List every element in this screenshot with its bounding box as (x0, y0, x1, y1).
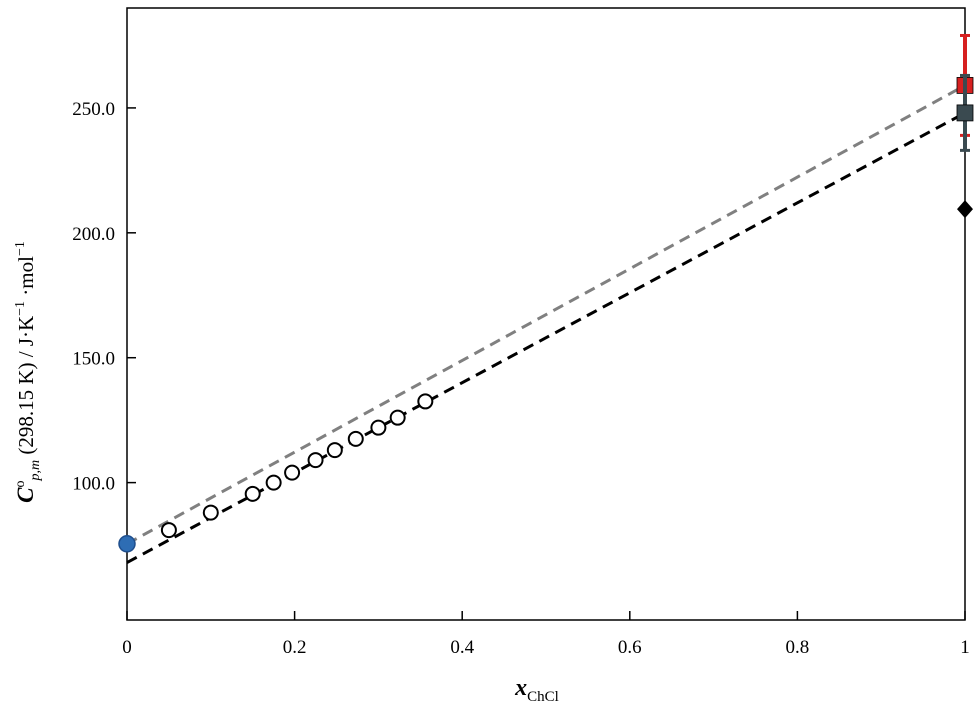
y-axis: 100.0 150.0 200.0 250.0 (72, 99, 136, 495)
x-tick-label: 0.2 (283, 637, 307, 658)
data-point (347, 430, 364, 447)
data-point (244, 485, 261, 502)
fit-lines (126, 84, 966, 564)
plot-frame (126, 7, 966, 621)
x-tick-label: 0.6 (618, 637, 642, 658)
data-point (417, 393, 434, 410)
data-point (307, 452, 324, 469)
data-markers (118, 33, 974, 553)
x-tick-label: 0.4 (450, 637, 474, 658)
y-tick-label: 100.0 (72, 474, 115, 495)
data-point (202, 504, 219, 521)
y-tick-label: 150.0 (72, 349, 115, 370)
y-axis-title-exp2: −1 (13, 241, 28, 256)
x-axis-title-main: x (514, 675, 527, 701)
y-tick-label: 250.0 (72, 99, 115, 120)
y-axis-title-sub: p,m (28, 460, 43, 482)
x-tick-label: 0 (122, 637, 132, 658)
fit-line (126, 111, 966, 564)
data-point (389, 409, 406, 426)
data-point (160, 522, 177, 539)
data-point (284, 464, 301, 481)
data-point (370, 419, 387, 436)
x-axis-title-sub: ChCl (527, 689, 559, 702)
y-axis-title-mid: ·mol (14, 256, 38, 301)
data-point (957, 200, 973, 219)
x-axis-title: xChCl (514, 675, 559, 702)
y-tick-label: 200.0 (72, 224, 115, 245)
y-axis-title-exp1: −1 (13, 301, 28, 316)
x-tick-label: 0.8 (786, 637, 810, 658)
data-point (265, 474, 282, 491)
y-axis-title: Cop,m (298.15 K) / J·K−1 ·mol−1 (13, 241, 43, 503)
x-tick-label: 1 (960, 637, 970, 658)
plot-area-border (126, 7, 966, 621)
fit-line (126, 84, 966, 546)
y-axis-title-rest: (298.15 K) / J·K (14, 316, 38, 460)
y-axis-title-sup: o (13, 481, 28, 488)
y-axis-title-c: C (13, 487, 38, 503)
data-point (118, 535, 136, 553)
x-axis: 0 0.2 0.4 0.6 0.8 1 (122, 611, 970, 658)
data-point (956, 104, 974, 122)
data-point (326, 442, 343, 459)
